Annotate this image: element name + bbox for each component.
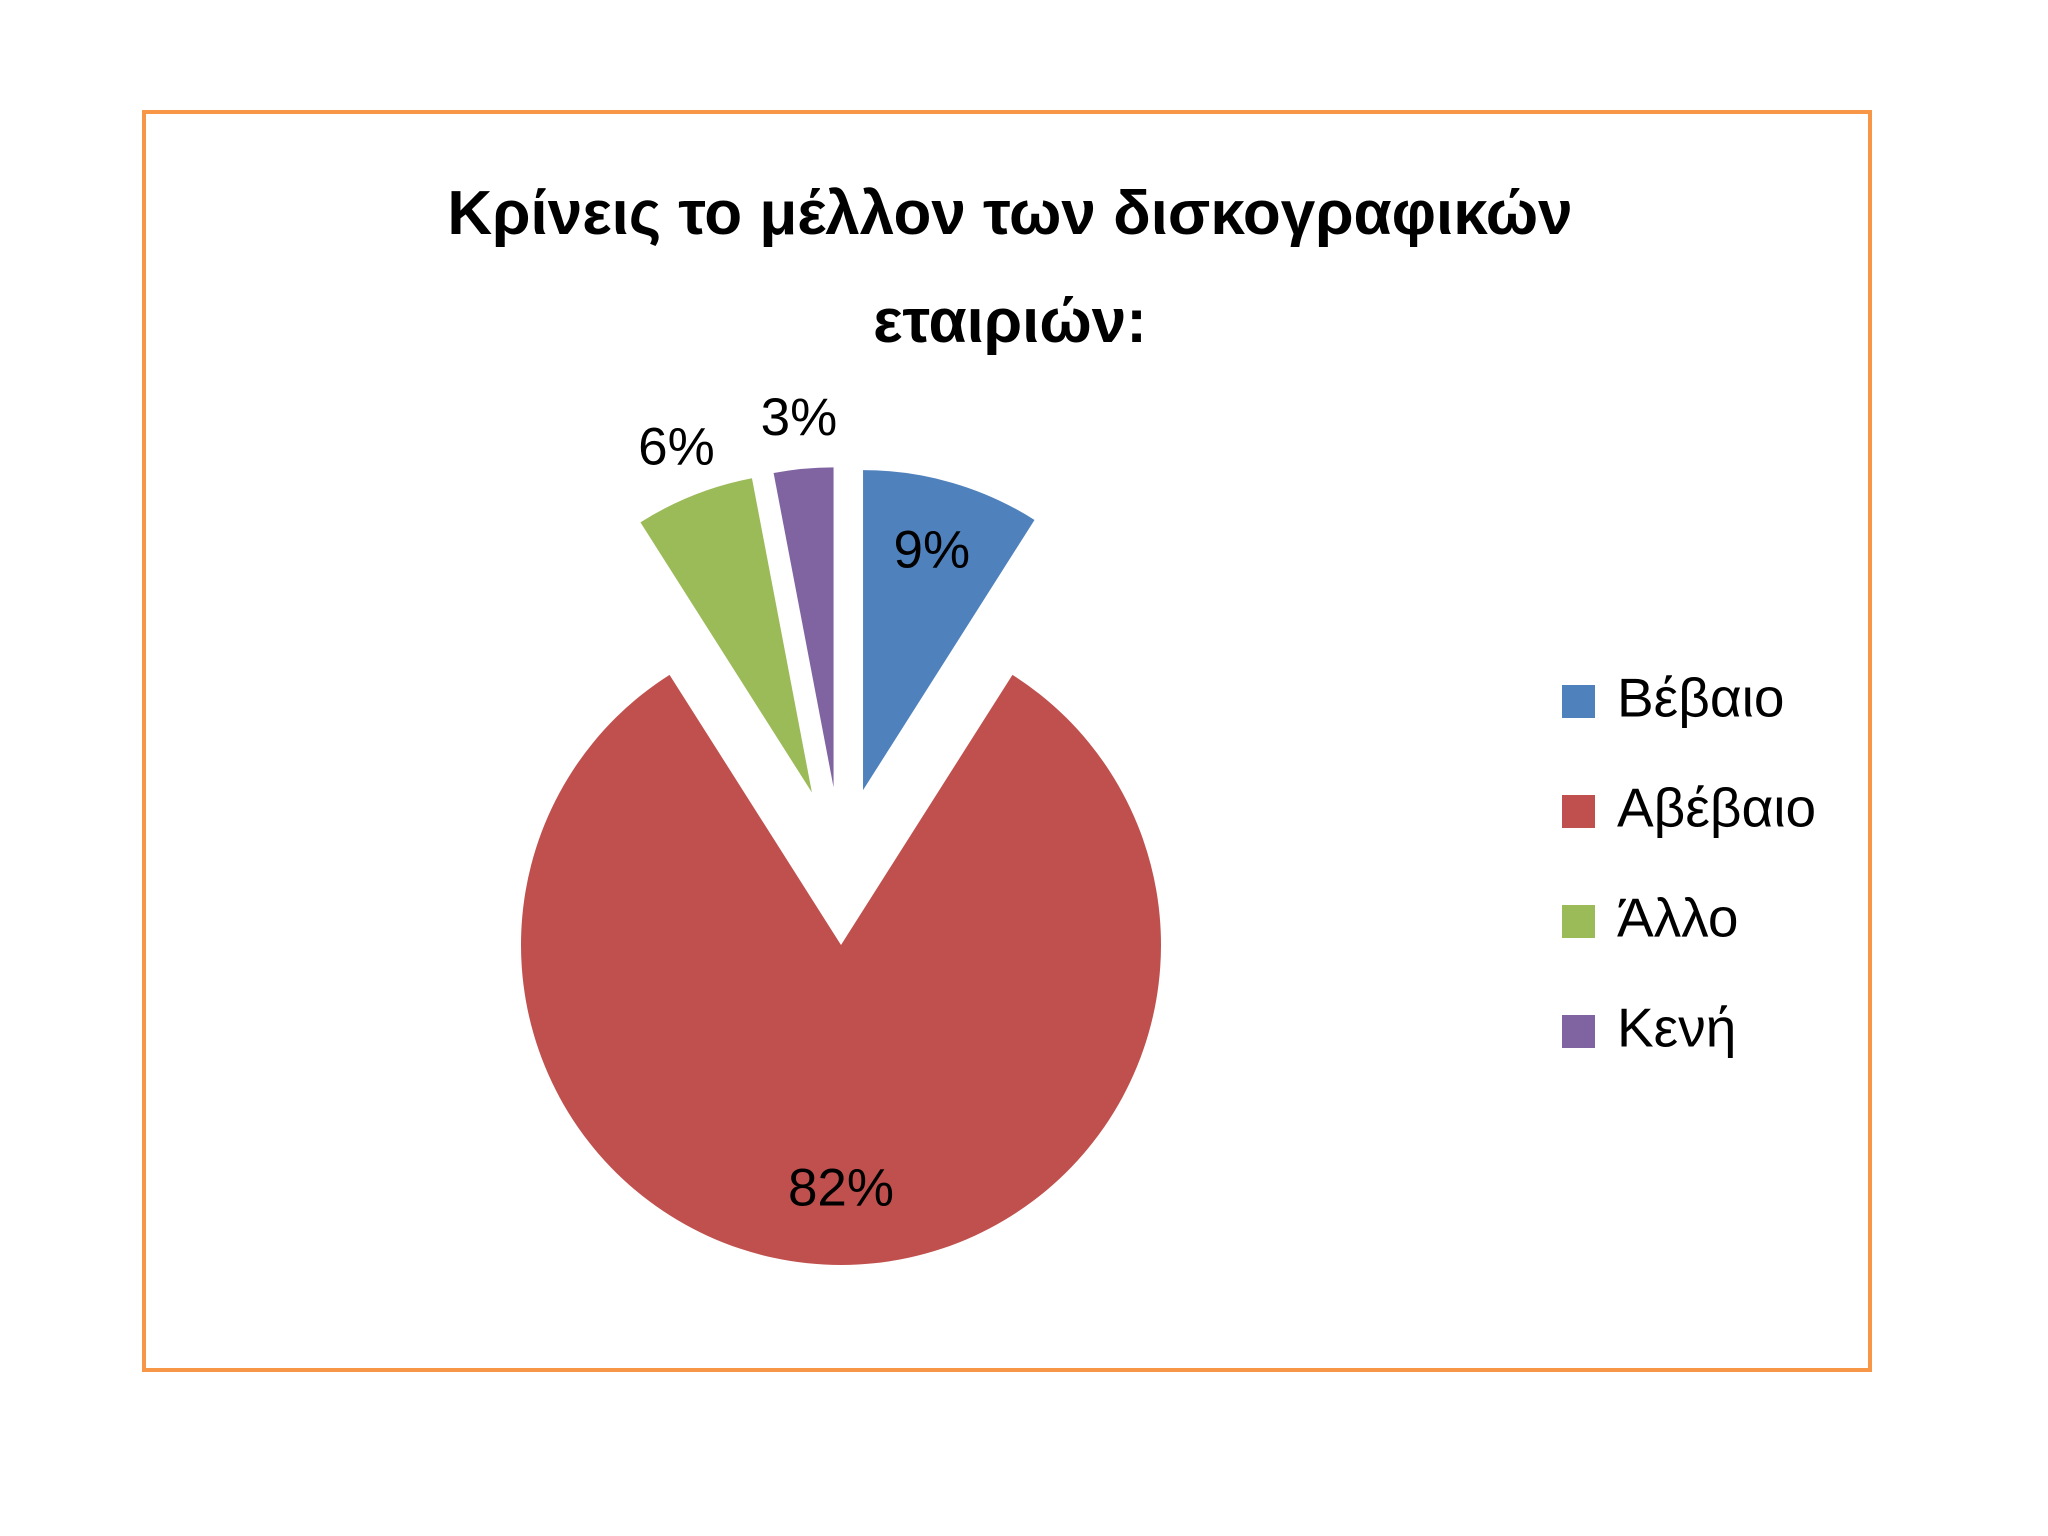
legend-swatch [1562,905,1595,938]
pie-slice [863,470,1035,791]
data-label: 6% [638,417,715,476]
pie-slice [773,467,834,788]
pie-slice [640,478,812,793]
legend-label: Κενή [1617,997,1736,1059]
legend-swatch [1562,795,1595,828]
legend-swatch [1562,1015,1595,1048]
legend-swatch [1562,685,1595,718]
chart-frame [142,110,1872,1372]
legend-label: Άλλο [1617,887,1738,949]
pie-slice [521,674,1162,1265]
chart-title: Κρίνεις το μέλλον των δισκογραφικών εται… [447,179,1573,356]
data-label: 9% [893,521,970,580]
data-label: 82% [788,1158,894,1217]
legend-label: Βέβαιο [1617,667,1784,729]
legend-label: Αβέβαιο [1617,777,1816,839]
data-label: 3% [761,388,838,447]
